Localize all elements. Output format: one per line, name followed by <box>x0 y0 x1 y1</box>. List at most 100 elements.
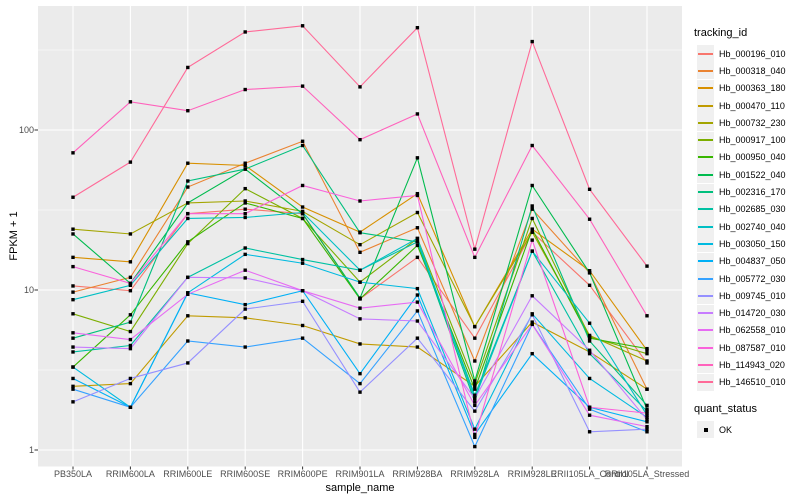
legend-key-box <box>697 79 714 97</box>
legend-key-box <box>697 421 714 439</box>
data-point <box>473 384 477 389</box>
data-point <box>645 409 649 413</box>
legend-item-label: Hb_000196_010 <box>719 48 786 59</box>
data-point <box>71 376 75 381</box>
data-point <box>415 293 420 297</box>
legend-item-label: Hb_087587_010 <box>719 342 786 353</box>
data-point <box>71 331 75 335</box>
data-point <box>530 249 534 253</box>
data-point <box>128 283 133 287</box>
legend-item: Hb_004837_050 <box>694 252 798 270</box>
data-point <box>645 346 649 351</box>
data-point <box>71 387 75 391</box>
data-point <box>128 329 133 334</box>
data-point <box>128 343 133 348</box>
legend-item-label: Hb_000917_100 <box>719 135 786 146</box>
legend-item-label: Hb_062558_010 <box>719 325 786 336</box>
data-point <box>128 288 133 293</box>
data-point <box>243 30 247 34</box>
data-point <box>415 255 420 260</box>
legend-item: Hb_002316_170 <box>694 183 798 201</box>
legend-item-label: Hb_000318_040 <box>719 65 786 76</box>
data-point <box>300 24 305 28</box>
x-axis-title: sample_name <box>325 482 395 494</box>
legend-item-ok: OK <box>694 421 798 439</box>
data-point <box>243 163 247 168</box>
data-point <box>645 359 649 363</box>
data-point <box>243 201 247 205</box>
x-tick-label: RRIM600PE <box>277 469 328 479</box>
data-point <box>358 280 362 284</box>
data-point <box>243 276 247 280</box>
data-point <box>71 227 75 231</box>
data-point <box>300 139 305 143</box>
legend-key-box <box>697 304 714 322</box>
x-tick-label: RRIM901LA <box>335 469 385 479</box>
data-point <box>473 403 477 408</box>
data-point <box>530 313 534 317</box>
data-point <box>358 317 362 321</box>
data-point <box>645 413 649 417</box>
legend-item-label: Hb_005772_030 <box>719 273 786 284</box>
legend: tracking_id Hb_000196_010 Hb_000318_040 Hb… <box>694 27 798 439</box>
data-point <box>186 109 190 113</box>
legend-key-line-icon <box>698 191 713 194</box>
legend-item-label: Hb_001522_040 <box>719 169 786 180</box>
legend-key-box <box>697 200 714 218</box>
data-point <box>473 324 477 329</box>
data-point <box>530 238 534 242</box>
data-point <box>128 313 133 317</box>
data-point <box>243 268 247 272</box>
data-point <box>128 260 133 264</box>
data-point <box>645 387 649 391</box>
data-point <box>415 300 420 304</box>
legend-item-label: Hb_003050_150 <box>719 238 786 249</box>
data-point <box>128 320 133 324</box>
legend-item-label: Hb_000363_180 <box>719 83 786 94</box>
legend-item-label: OK <box>719 424 733 435</box>
legend-key-line-icon <box>698 173 713 176</box>
data-point <box>300 299 305 303</box>
data-point <box>415 193 420 198</box>
data-point <box>128 160 133 164</box>
legend-key-box <box>697 321 714 339</box>
legend-item: Hb_000318_040 <box>694 62 798 80</box>
data-point <box>645 351 649 356</box>
legend-key-line-icon <box>698 329 713 332</box>
legend-key-box <box>697 114 714 132</box>
legend-item: Hb_000732_230 <box>694 114 798 132</box>
legend-item-label: Hb_000470_110 <box>719 100 785 111</box>
data-point <box>587 217 592 221</box>
data-point <box>71 151 75 155</box>
legend-item-label: Hb_114943_020 <box>719 359 785 370</box>
legend-item: Hb_014720_030 <box>694 304 798 322</box>
data-point <box>415 236 420 241</box>
legend-key-line-icon <box>698 139 713 142</box>
data-point <box>300 257 305 262</box>
legend-key-line-icon <box>698 104 713 107</box>
legend-tracking-items: Hb_000196_010 Hb_000318_040 Hb_000363_180 H… <box>694 45 798 391</box>
data-point <box>186 339 190 343</box>
data-point <box>473 379 477 383</box>
data-point <box>128 275 133 280</box>
legend-key-box <box>697 252 714 270</box>
data-point <box>128 381 133 386</box>
data-point <box>587 407 592 411</box>
x-tick-label: PB350LA <box>53 469 93 479</box>
legend-key-box <box>697 183 714 201</box>
legend-key-box <box>697 270 714 287</box>
data-point <box>530 320 534 324</box>
x-tick-label: RRIM928BA <box>392 469 443 479</box>
data-point <box>415 336 420 340</box>
data-point <box>473 255 477 260</box>
data-point <box>186 216 190 221</box>
legend-item-label: Hb_009745_010 <box>719 290 786 301</box>
data-point <box>358 390 362 394</box>
data-point <box>358 85 362 89</box>
data-point <box>358 296 362 300</box>
data-point <box>128 337 133 342</box>
data-point <box>358 250 362 255</box>
data-point <box>128 346 133 351</box>
legend-item: Hb_002740_040 <box>694 218 798 236</box>
data-point <box>473 247 477 251</box>
